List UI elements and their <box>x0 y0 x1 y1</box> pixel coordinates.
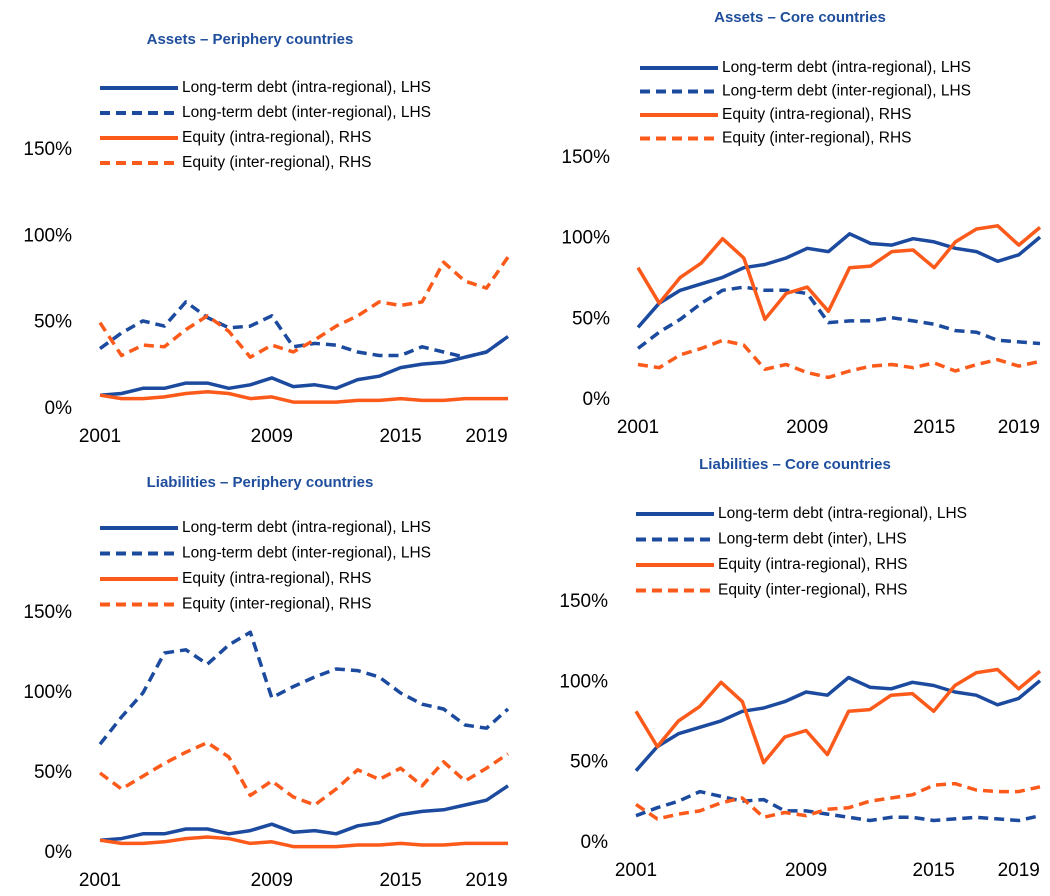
y-tick-label: 150% <box>561 147 610 168</box>
x-tick-label: 2001 <box>617 417 659 438</box>
x-tick-label: 2009 <box>251 426 293 447</box>
series-line <box>636 232 1042 329</box>
legend-label: Long-term debt (inter-regional), LHS <box>722 83 971 100</box>
series-line <box>636 224 1042 322</box>
legend-label: Equity (inter-regional), RHS <box>182 154 372 171</box>
x-tick-label: 2015 <box>913 860 955 881</box>
legend-label: Long-term debt (intra-regional), LHS <box>182 79 431 96</box>
series-line <box>98 630 510 746</box>
legend-label: Long-term debt (inter-regional), LHS <box>182 104 431 121</box>
legend-label: Equity (intra-regional), RHS <box>182 129 372 146</box>
series-line <box>634 675 1042 772</box>
chart-title: Assets – Core countries <box>714 9 886 26</box>
x-tick-label: 2019 <box>465 870 507 891</box>
x-tick-label: 2019 <box>465 426 507 447</box>
x-tick-label: 2015 <box>379 870 421 891</box>
y-tick-label: 100% <box>23 225 72 246</box>
x-tick-label: 2019 <box>998 860 1040 881</box>
legend-label: Long-term debt (intra-regional), LHS <box>182 519 431 536</box>
series-line <box>635 789 1041 823</box>
x-tick-label: 2015 <box>379 426 421 447</box>
legend-label: Equity (inter-regional), RHS <box>718 582 908 599</box>
legend-label: Equity (intra-regional), RHS <box>182 570 372 587</box>
y-tick-label: 0% <box>45 398 73 419</box>
x-tick-label: 2009 <box>785 860 827 881</box>
legend-label: Equity (intra-regional), RHS <box>722 106 912 123</box>
chart-title: Assets – Periphery countries <box>147 31 354 48</box>
legend-label: Long-term debt (intra-regional), LHS <box>718 505 967 522</box>
x-tick-label: 2019 <box>998 417 1040 438</box>
legend-label: Long-term debt (inter), LHS <box>718 531 907 548</box>
series-line <box>637 338 1041 380</box>
chart-title: Liabilities – Core countries <box>699 456 891 473</box>
y-tick-label: 150% <box>559 591 608 612</box>
series-line <box>99 784 509 842</box>
x-tick-label: 2009 <box>251 870 293 891</box>
series-line <box>98 300 510 359</box>
y-tick-label: 150% <box>23 602 72 623</box>
y-tick-label: 0% <box>581 832 609 853</box>
series-line <box>99 835 508 849</box>
x-tick-label: 2015 <box>913 417 955 438</box>
series-line <box>98 256 510 359</box>
legend-label: Long-term debt (inter-regional), LHS <box>182 545 431 562</box>
x-tick-label: 2009 <box>786 417 828 438</box>
legend-label: Long-term debt (intra-regional), LHS <box>722 59 971 76</box>
y-tick-label: 100% <box>559 671 608 692</box>
y-tick-label: 100% <box>561 228 610 249</box>
y-tick-label: 50% <box>570 752 608 773</box>
series-line <box>98 740 509 807</box>
series-line <box>99 389 508 404</box>
legend-label: Equity (inter-regional), RHS <box>182 596 372 613</box>
series-line <box>99 335 510 397</box>
legend-label: Equity (intra-regional), RHS <box>718 556 908 573</box>
x-tick-label: 2001 <box>79 870 121 891</box>
y-tick-label: 0% <box>45 842 73 863</box>
y-tick-label: 0% <box>583 389 611 410</box>
series-line <box>635 781 1041 821</box>
x-tick-label: 2001 <box>615 860 657 881</box>
y-tick-label: 150% <box>23 139 72 160</box>
series-line <box>634 667 1042 765</box>
legend-label: Equity (inter-regional), RHS <box>722 130 912 147</box>
chart-title: Liabilities – Periphery countries <box>147 474 374 491</box>
y-tick-label: 50% <box>34 312 72 333</box>
series-line <box>636 285 1041 350</box>
x-tick-label: 2001 <box>79 426 121 447</box>
y-tick-label: 100% <box>23 682 72 703</box>
y-tick-label: 50% <box>34 762 72 783</box>
y-tick-label: 50% <box>572 308 610 329</box>
